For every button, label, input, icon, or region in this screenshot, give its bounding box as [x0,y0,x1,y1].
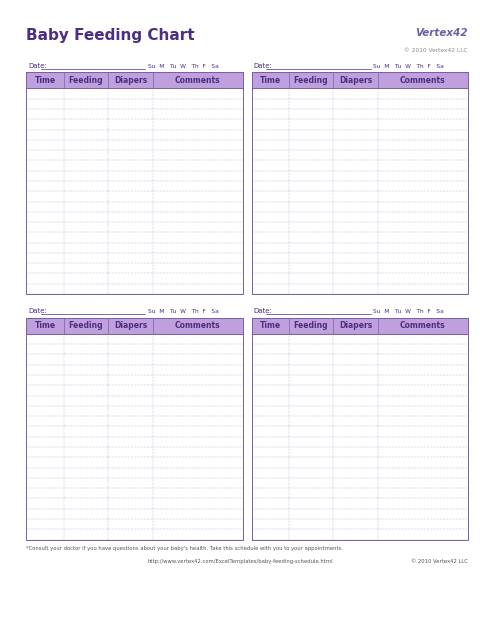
Text: © 2010 Vertex42 LLC: © 2010 Vertex42 LLC [411,559,468,564]
Bar [252,318,468,334]
Text: Time: Time [35,321,56,330]
Text: Baby Feeding Chart: Baby Feeding Chart [26,28,195,43]
Text: Date:: Date: [28,308,47,314]
Text: Comments: Comments [400,76,446,85]
Bar [252,318,468,540]
Bar [252,72,468,88]
Text: Time: Time [260,76,281,85]
Text: Diapers: Diapers [339,321,372,330]
Text: Su  M   Tu  W   Th  F   Sa: Su M Tu W Th F Sa [373,309,444,314]
Text: Feeding: Feeding [294,76,328,85]
Text: Feeding: Feeding [69,76,103,85]
Text: Comments: Comments [400,321,446,330]
Bar [26,72,243,88]
Text: © 2010 Vertex42 LLC: © 2010 Vertex42 LLC [405,48,468,53]
Text: Feeding: Feeding [69,321,103,330]
Text: Date:: Date: [253,62,272,69]
Text: Time: Time [260,321,281,330]
Bar [26,318,243,540]
Text: Su  M   Tu  W   Th  F   Sa: Su M Tu W Th F Sa [148,309,219,314]
Text: Comments: Comments [175,321,221,330]
Bar [26,72,243,294]
Text: *Consult your doctor if you have questions about your baby's health. Take this s: *Consult your doctor if you have questio… [26,546,343,551]
Text: Date:: Date: [28,62,47,69]
Text: Diapers: Diapers [114,76,147,85]
Bar [26,318,243,334]
Text: Su  M   Tu  W   Th  F   Sa: Su M Tu W Th F Sa [373,64,444,69]
Text: Feeding: Feeding [294,321,328,330]
Text: Time: Time [35,76,56,85]
Text: Diapers: Diapers [339,76,372,85]
Text: Su  M   Tu  W   Th  F   Sa: Su M Tu W Th F Sa [148,64,219,69]
Bar [252,72,468,294]
Text: http://www.vertex42.com/ExcelTemplates/baby-feeding-schedule.html: http://www.vertex42.com/ExcelTemplates/b… [147,559,333,564]
Text: Vertex42: Vertex42 [415,28,468,38]
Text: Comments: Comments [175,76,221,85]
Text: Date:: Date: [253,308,272,314]
Text: Diapers: Diapers [114,321,147,330]
